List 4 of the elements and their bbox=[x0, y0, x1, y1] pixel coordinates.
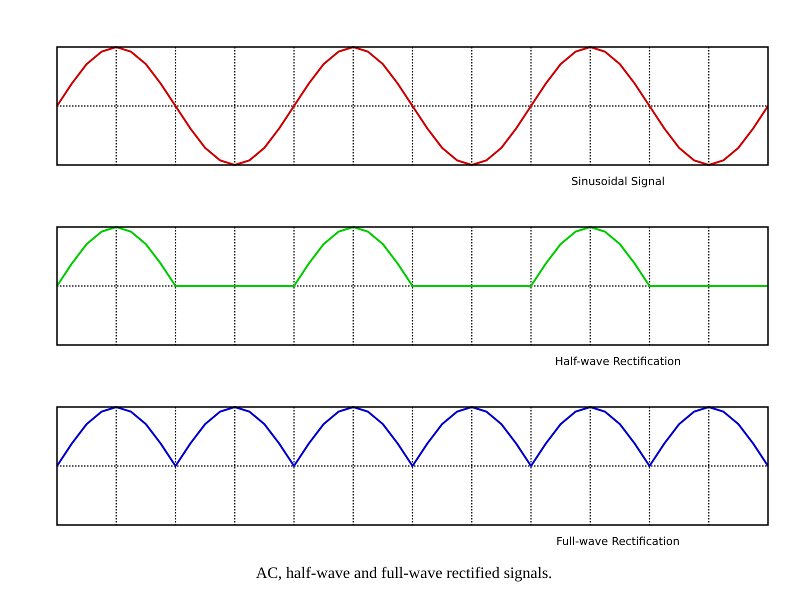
text: Sinusoidal Signal bbox=[571, 175, 665, 188]
text: Full-wave Rectification bbox=[556, 535, 680, 548]
text: AC, half-wave and full-wave rectified signals. bbox=[256, 565, 552, 582]
text: Half-wave Rectification bbox=[555, 355, 681, 368]
